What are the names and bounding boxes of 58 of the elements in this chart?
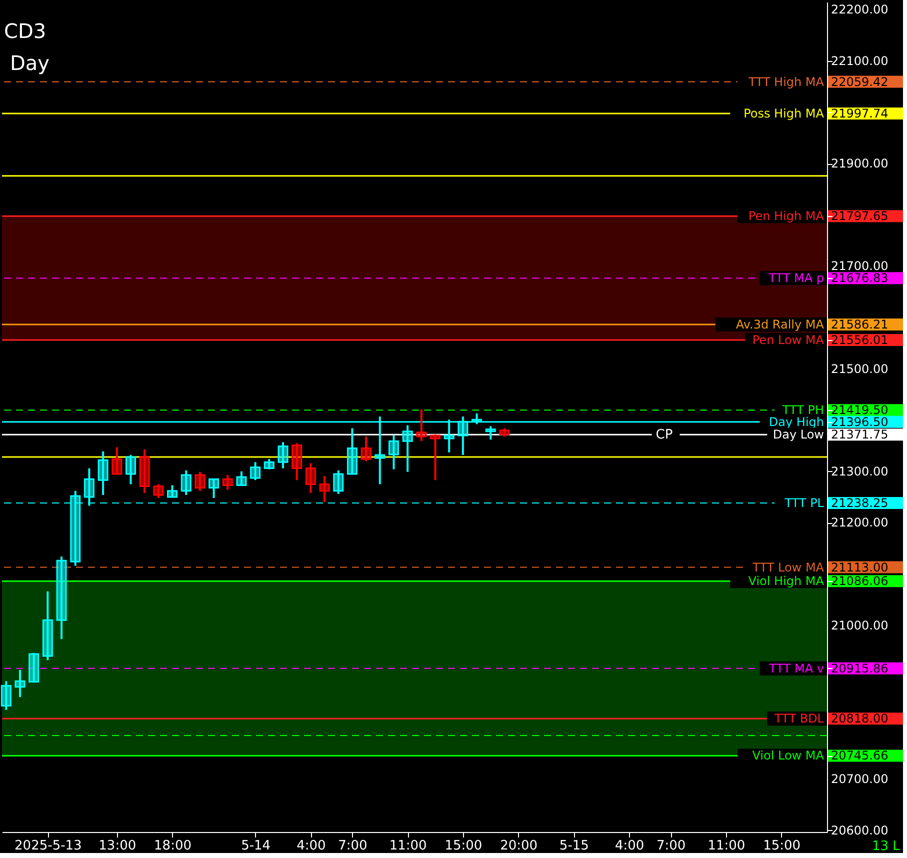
x-tick-label: 15:00 [763,838,801,854]
x-tick-label: 18:00 [154,838,192,854]
y-tick-label: 21371.75 [831,428,888,442]
y-tick-label: 21000.00 [831,618,888,632]
text: CD3 [4,19,46,43]
ref-line-label: TTT MA v [768,661,824,676]
ref-line-label: TTT Low MA [752,560,825,574]
ref-line-label: Day Low [772,428,824,442]
y-tick-label: 20915.86 [831,661,888,676]
y-tick-label: 21700.00 [831,259,888,274]
annotation: CP [656,428,673,443]
ref-line-label: Av.3d Rally MA [736,318,825,332]
y-tick-label: 21556.01 [831,333,888,348]
ref-line-label: Pen High MA [748,209,825,224]
y-tick-label: 22059.42 [831,74,888,89]
x-tick-label: 2025-5-13 [14,838,82,854]
x-tick-label: 5-14 [241,838,271,854]
x-tick-label: 5-15 [559,838,589,854]
y-tick-label: 20745.66 [831,748,888,763]
y-tick-label: 21396.50 [831,414,888,429]
text: 13 L [872,839,901,854]
x-tick-label: 4:00 [614,838,644,854]
y-tick-label: 21900.00 [831,156,888,171]
y-tick-label: 21419.50 [831,403,888,418]
ref-line-label: Pen Low MA [752,333,825,348]
x-tick-label: 20:00 [500,838,538,854]
ref-line-label: TTT BDL [773,712,824,726]
y-tick-label: 21300.00 [831,464,888,478]
ref-line-label: TTT PH [781,403,824,418]
y-tick-label: 21200.00 [831,516,888,530]
x-tick-label: 15:00 [444,838,482,854]
ref-line-label: Poss High MA [744,106,825,120]
ref-line-label: Viol Low MA [752,748,825,763]
y-tick-label: 22100.00 [831,54,888,68]
x-tick-label: 7:00 [338,838,368,854]
ref-line-label: TTT MA p [768,271,824,286]
y-tick-label: 21586.21 [831,318,888,332]
y-tick-label: 21086.06 [831,574,888,588]
y-tick-label: 20700.00 [831,772,888,786]
y-tick-label: 21676.83 [831,271,888,286]
y-tick-label: 21797.65 [831,209,888,224]
x-tick-label: 7:00 [656,838,686,854]
y-tick-label: 21500.00 [831,362,888,376]
ref-line-label: Viol High MA [748,574,825,588]
y-tick-label: 20818.00 [831,712,888,726]
y-tick-label: 21238.25 [831,496,888,510]
ref-line-label: TTT High MA [748,74,825,89]
x-tick-label: 4:00 [296,838,326,854]
y-tick-label: 22200.00 [831,2,888,17]
ref-line-label: TTT PL [784,496,824,510]
ref-line-label: Day High [768,414,824,429]
text: Day [10,51,50,75]
x-tick-label: 11:00 [708,838,746,854]
y-tick-label: 20600.00 [831,823,888,838]
x-tick-label: 13:00 [98,838,136,854]
y-tick-label: 21113.00 [831,560,888,574]
y-tick-label: 21997.74 [831,106,888,120]
x-tick-label: 11:00 [389,838,427,854]
